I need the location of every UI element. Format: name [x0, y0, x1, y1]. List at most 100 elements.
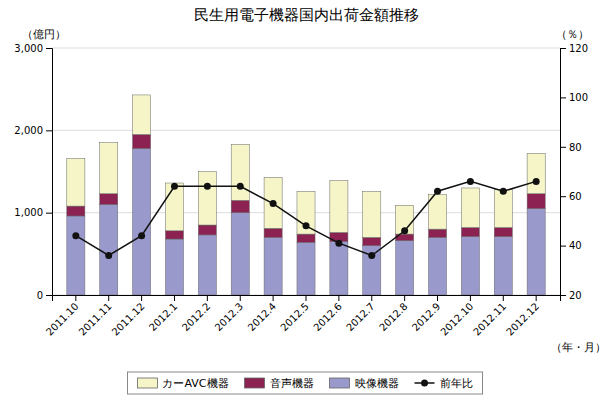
tick-mark	[437, 295, 438, 301]
x-tick: 2012.10	[438, 295, 475, 338]
bar	[494, 237, 512, 295]
tick-mark	[503, 295, 504, 301]
tick-mark	[46, 213, 52, 214]
bar	[231, 213, 249, 295]
bar	[297, 234, 315, 242]
tick-mark	[46, 48, 52, 49]
axis-line	[561, 49, 567, 296]
bar	[231, 200, 249, 212]
tick-mark	[240, 295, 241, 301]
y-axis: 0 1,000 2,000 3,000	[14, 43, 52, 301]
tick-label: 2012.9	[410, 301, 443, 334]
bar	[396, 241, 414, 295]
marker	[303, 222, 310, 229]
x-tick: 2012.8	[377, 295, 410, 333]
y-tick: 3,000	[14, 43, 52, 54]
bar-series	[67, 148, 545, 295]
y2-axis: 20406080100120	[560, 43, 588, 301]
legend-swatch	[137, 378, 157, 388]
bar	[133, 95, 151, 135]
bar	[494, 190, 512, 228]
tick-mark	[306, 295, 307, 301]
marker	[368, 252, 375, 259]
bar	[198, 172, 216, 226]
tick-mark	[560, 97, 566, 98]
legend: カーAVC機器音声機器映像機器前年比	[127, 372, 482, 394]
tick-label: 20	[569, 290, 582, 301]
tick-mark	[560, 48, 566, 49]
x-tick: 2011.11	[77, 295, 114, 338]
x-tick: 2011.10	[44, 295, 81, 338]
bar	[396, 205, 414, 234]
y-axis-title: （億円）	[22, 28, 66, 41]
x-tick: 2012.2	[180, 295, 213, 333]
x-tick: 2012.12	[504, 295, 541, 338]
tick-label: 1,000	[14, 207, 43, 218]
y-tick: 1,000	[14, 207, 52, 218]
bar	[461, 237, 479, 295]
legend-item: カーAVC機器	[137, 377, 228, 390]
bar	[461, 188, 479, 228]
y2-tick: 120	[560, 43, 588, 54]
tick-mark	[560, 196, 566, 197]
marker	[434, 188, 441, 195]
x-tick: 2012.3	[213, 295, 246, 333]
x-tick: 2012.4	[246, 295, 279, 333]
legend-swatch	[330, 378, 350, 388]
tick-label: 2012.4	[246, 301, 279, 334]
tick-mark	[404, 295, 405, 301]
marker	[138, 232, 145, 239]
y2-tick: 40	[560, 240, 582, 251]
marker	[171, 183, 178, 190]
bar	[297, 242, 315, 295]
bar	[264, 237, 282, 295]
tick-label: 2011.10	[44, 301, 81, 338]
bar	[100, 204, 118, 295]
tick-label: 60	[569, 191, 582, 202]
marker	[533, 178, 540, 185]
bar-series	[67, 95, 545, 237]
bar	[100, 143, 118, 194]
tick-mark	[371, 295, 372, 301]
y-tick: 0	[37, 290, 52, 301]
tick-label: 40	[569, 240, 582, 251]
marker	[204, 183, 211, 190]
axis-line	[53, 296, 561, 302]
y2-tick: 60	[560, 191, 582, 202]
bar	[527, 153, 545, 193]
tick-mark	[46, 130, 52, 131]
x-tick: 2012.6	[311, 295, 344, 333]
legend-item: 前年比	[415, 377, 473, 390]
x-tick: 2011.12	[110, 295, 147, 338]
x-axis: 2011.102011.112011.122012.12012.22012.32…	[44, 295, 561, 338]
legend-label: 前年比	[440, 377, 473, 390]
marker	[105, 252, 112, 259]
legend-label: 音声機器	[270, 377, 314, 390]
tick-label: 2,000	[14, 125, 43, 136]
tick-label: 3,000	[14, 43, 43, 54]
tick-mark	[46, 295, 52, 296]
bar	[67, 158, 85, 206]
bar-series	[67, 134, 545, 245]
x-tick: 2012.1	[147, 295, 180, 333]
tick-label: 2012.7	[344, 301, 377, 334]
bar	[231, 144, 249, 200]
tick-mark	[108, 295, 109, 301]
legend-label: カーAVC機器	[162, 377, 228, 390]
bar	[198, 235, 216, 295]
tick-mark	[141, 295, 142, 301]
bar	[363, 237, 381, 245]
bar	[100, 194, 118, 205]
bar	[67, 216, 85, 295]
tick-label: 2012.11	[471, 301, 508, 338]
bar	[165, 231, 183, 239]
bar	[330, 241, 348, 295]
tick-label: 2012.6	[311, 301, 344, 334]
tick-label: 2012.3	[213, 301, 246, 334]
bar	[330, 181, 348, 233]
tick-mark	[75, 295, 76, 301]
grid	[52, 48, 560, 295]
tick-mark	[273, 295, 274, 301]
marks	[67, 95, 545, 295]
axis-line	[46, 49, 53, 296]
